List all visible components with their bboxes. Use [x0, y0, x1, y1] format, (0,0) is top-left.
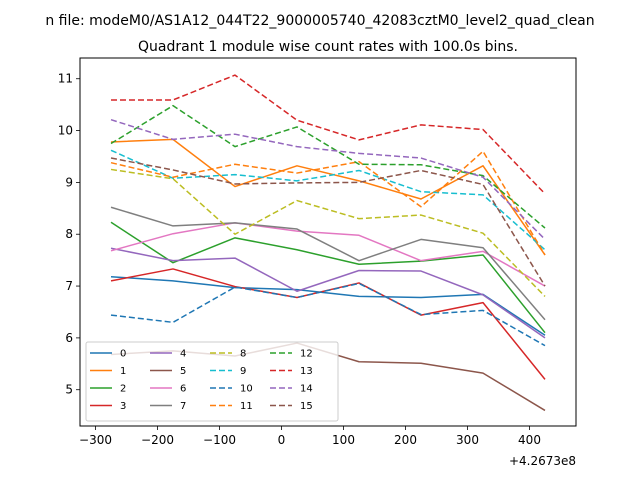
legend-label-15: 15: [300, 401, 313, 412]
x-offset-text: +4.2673e8: [509, 454, 576, 468]
series-line-0: [110, 275, 546, 336]
legend-label-0: 0: [120, 349, 126, 360]
y-tick-label: 11: [58, 72, 73, 86]
legend-label-6: 6: [180, 384, 186, 395]
x-tick-label: 0: [278, 433, 286, 447]
legend-label-10: 10: [240, 384, 253, 395]
x-tick-label: −200: [141, 433, 174, 447]
legend-label-8: 8: [240, 349, 246, 360]
y-axis: 5 6 7 8 9 10 11: [58, 72, 80, 397]
legend-label-1: 1: [120, 366, 126, 377]
x-tick-label: 400: [518, 433, 541, 447]
y-tick-label: 6: [65, 331, 73, 345]
legend-box: [85, 341, 339, 422]
legend-label-12: 12: [300, 349, 313, 360]
legend-label-5: 5: [180, 366, 186, 377]
legend-label-14: 14: [300, 384, 313, 395]
series-line-2: [110, 221, 546, 334]
chart-title: Quadrant 1 module wise count rates with …: [138, 39, 518, 55]
x-tick-label: −300: [79, 433, 112, 447]
x-tick-label: 200: [394, 433, 417, 447]
legend-label-13: 13: [300, 366, 313, 377]
series-line-1: [110, 138, 546, 256]
figure-suptitle: n file: modeM0/AS1A12_044T22_9000005740_…: [45, 13, 594, 29]
legend-label-3: 3: [120, 401, 126, 412]
series-line-11: [110, 150, 546, 256]
series-line-6: [110, 222, 546, 287]
y-tick-label: 9: [65, 175, 73, 189]
series-line-4: [110, 247, 546, 339]
series-line-9: [110, 149, 546, 251]
series-line-8: [110, 168, 546, 297]
legend-label-7: 7: [180, 401, 186, 412]
x-tick-label: 100: [332, 433, 355, 447]
series-line-15: [110, 157, 546, 287]
x-tick-label: 300: [456, 433, 479, 447]
axes-frame: [79, 57, 577, 427]
y-tick-label: 7: [65, 279, 73, 293]
legend-label-2: 2: [120, 384, 126, 395]
x-axis: −300 −200 −100 0 100 200 300 400: [79, 426, 541, 447]
y-tick-label: 8: [65, 227, 73, 241]
y-tick-label: 5: [65, 383, 73, 397]
legend-label-9: 9: [240, 366, 246, 377]
legend-label-11: 11: [240, 401, 253, 412]
series-line-14: [110, 118, 546, 240]
y-tick-label: 10: [58, 124, 73, 138]
legend-label-4: 4: [180, 349, 186, 360]
x-tick-label: −100: [203, 433, 236, 447]
series-line-13: [111, 74, 546, 195]
series-line-7: [110, 206, 546, 321]
series-line-10: [110, 282, 546, 347]
